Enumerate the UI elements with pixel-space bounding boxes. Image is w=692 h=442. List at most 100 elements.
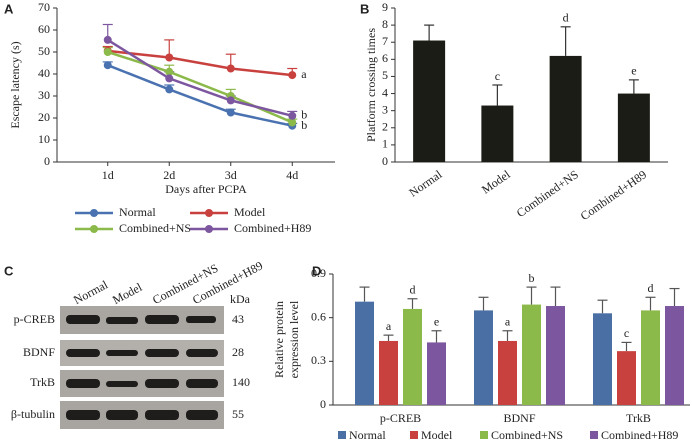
y-tick-label: 10 bbox=[38, 132, 50, 146]
y-tick-label: 4 bbox=[382, 85, 388, 99]
point bbox=[226, 64, 235, 73]
point bbox=[226, 108, 235, 117]
point bbox=[103, 48, 112, 56]
x-axis-title: Days after PCPA bbox=[165, 182, 247, 196]
sig-label: c bbox=[495, 69, 500, 83]
y-tick-label: 0.9 bbox=[311, 266, 326, 280]
y-axis-title: expression level bbox=[287, 300, 301, 378]
legend-label: Combined+NS bbox=[119, 221, 191, 235]
blot-row-label: BDNF bbox=[23, 345, 55, 359]
bar bbox=[549, 55, 582, 162]
y-tick-label: 7 bbox=[382, 34, 388, 48]
y-tick-label: 6 bbox=[382, 51, 388, 65]
y-tick-label: 0 bbox=[320, 397, 326, 411]
y-tick-label: 9 bbox=[382, 0, 388, 14]
x-tick-label: 3d bbox=[225, 168, 237, 182]
point bbox=[288, 111, 297, 120]
legend-label: Combined+H89 bbox=[601, 428, 678, 442]
bar bbox=[641, 310, 660, 405]
y-tick-label: 50 bbox=[38, 44, 50, 58]
legend-label: Combined+H89 bbox=[234, 221, 311, 235]
legend-swatch bbox=[480, 431, 488, 439]
x-tick-label: Combined+NS bbox=[514, 167, 581, 220]
bar bbox=[413, 40, 446, 163]
panel-label: B bbox=[360, 1, 369, 16]
blot-kda: 28 bbox=[232, 345, 244, 359]
point bbox=[103, 35, 112, 44]
legend-swatch bbox=[338, 431, 346, 439]
sig-label: a bbox=[505, 315, 511, 329]
y-tick-label: 2 bbox=[382, 120, 388, 134]
legend-label: Combined+NS bbox=[491, 428, 563, 442]
sig-label: b bbox=[301, 118, 307, 132]
sig-label: d bbox=[410, 282, 416, 296]
x-tick-label: TrkB bbox=[626, 411, 651, 425]
blot-row-label: β-tubulin bbox=[11, 407, 55, 421]
blot-column-label: Model bbox=[110, 280, 145, 307]
bar bbox=[403, 308, 422, 405]
point bbox=[165, 74, 174, 83]
bar bbox=[481, 105, 514, 162]
legend-marker bbox=[205, 225, 213, 233]
legend-label: Normal bbox=[119, 205, 156, 219]
blot-kda: 43 bbox=[232, 312, 244, 326]
y-tick-label: 8 bbox=[382, 17, 388, 31]
sig-label: b bbox=[529, 271, 535, 285]
y-tick-label: 30 bbox=[38, 88, 50, 102]
y-tick-label: 0 bbox=[44, 154, 50, 168]
panel-label: A bbox=[4, 1, 14, 16]
y-tick-label: 5 bbox=[382, 68, 388, 82]
y-tick-label: 70 bbox=[38, 0, 50, 14]
sig-label: e bbox=[631, 64, 636, 78]
sig-label: d bbox=[563, 11, 569, 25]
bar bbox=[522, 304, 541, 405]
sig-label: a bbox=[301, 67, 307, 81]
legend-marker bbox=[90, 225, 98, 233]
legend-marker bbox=[205, 209, 213, 217]
panel-label: D bbox=[312, 263, 321, 278]
y-axis-title: Relative protein bbox=[272, 301, 286, 378]
x-tick-label: p-CREB bbox=[380, 411, 421, 425]
blot-row-label: TrkB bbox=[30, 375, 55, 389]
blot-kda: 55 bbox=[232, 407, 244, 421]
y-tick-label: 40 bbox=[38, 66, 50, 80]
x-tick-label: Combined+H89 bbox=[578, 167, 649, 223]
y-tick-label: 3 bbox=[382, 102, 388, 116]
legend-label: Model bbox=[234, 205, 266, 219]
point bbox=[165, 85, 174, 94]
blot-image bbox=[60, 306, 224, 429]
point bbox=[165, 53, 174, 62]
blot-unit: kDa bbox=[230, 292, 251, 306]
y-axis-title: Escape latency (s) bbox=[8, 41, 22, 128]
line bbox=[107, 64, 293, 127]
bar bbox=[593, 313, 612, 405]
y-tick-label: 1 bbox=[382, 137, 388, 151]
bar bbox=[617, 351, 636, 405]
x-tick-label: Model bbox=[479, 167, 513, 197]
y-axis-title: Platform crossing times bbox=[364, 28, 378, 142]
point bbox=[288, 118, 297, 127]
panel-label: C bbox=[4, 263, 14, 278]
line bbox=[107, 38, 293, 118]
point bbox=[288, 71, 297, 80]
sig-label: a bbox=[386, 319, 392, 333]
x-tick-label: 2d bbox=[163, 168, 175, 182]
blot-column-label: Normal bbox=[71, 277, 111, 307]
bar bbox=[474, 310, 493, 405]
y-tick-label: 60 bbox=[38, 22, 50, 36]
x-tick-label: BDNF bbox=[503, 411, 535, 425]
sig-label: e bbox=[434, 315, 439, 329]
y-tick-label: 0.6 bbox=[311, 309, 326, 323]
legend-swatch bbox=[590, 431, 598, 439]
point bbox=[103, 61, 112, 70]
sig-label: b bbox=[301, 108, 307, 122]
x-tick-label: 4d bbox=[286, 168, 298, 182]
bar bbox=[546, 306, 565, 405]
bar bbox=[355, 301, 374, 405]
point bbox=[165, 67, 174, 76]
y-tick-label: 0 bbox=[382, 154, 388, 168]
blot-kda: 140 bbox=[232, 375, 250, 389]
y-tick-label: 0.3 bbox=[311, 353, 326, 367]
y-tick-label: 20 bbox=[38, 110, 50, 124]
